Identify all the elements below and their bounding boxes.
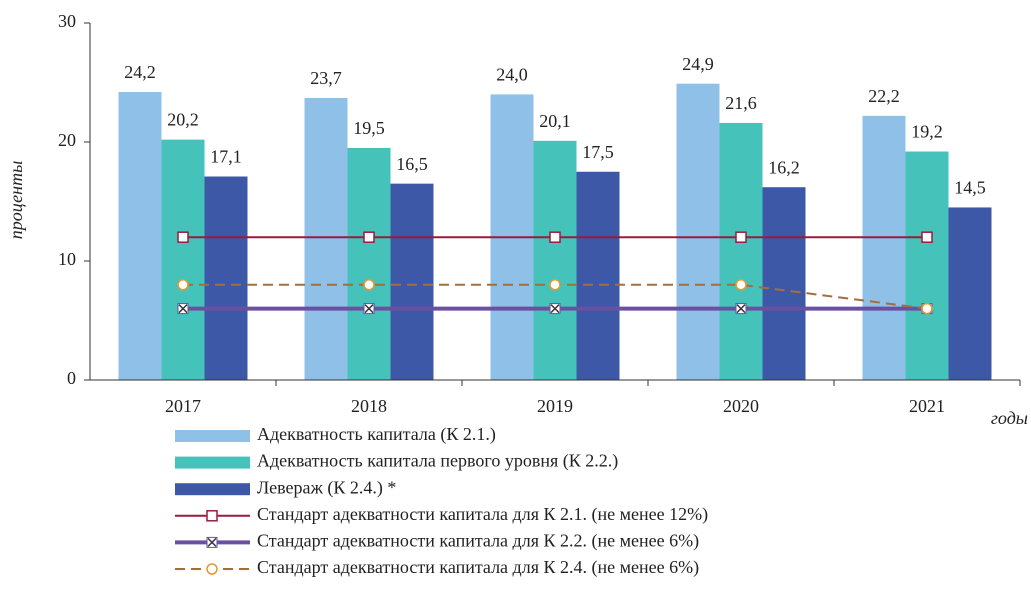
value-label: 17,1	[210, 147, 242, 167]
legend-swatch	[175, 483, 250, 496]
bar	[719, 122, 763, 381]
marker	[921, 302, 933, 315]
legend-label: Адекватность капитала (К 2.1.)	[257, 424, 496, 445]
marker	[206, 510, 218, 522]
y-tick-label: 10	[58, 249, 76, 269]
value-label: 21,6	[725, 93, 757, 113]
value-label: 14,5	[954, 178, 986, 198]
bar	[390, 183, 434, 380]
bar	[676, 83, 720, 380]
value-label: 24,2	[124, 62, 156, 82]
bar	[304, 97, 348, 380]
marker	[177, 231, 189, 243]
value-label: 19,5	[353, 118, 385, 138]
y-tick-label: 0	[67, 368, 76, 388]
marker	[735, 231, 747, 243]
bar	[347, 147, 391, 380]
marker-x	[736, 304, 746, 314]
bar	[204, 176, 248, 380]
value-label: 19,2	[911, 122, 943, 142]
bar	[533, 140, 577, 380]
value-label: 23,7	[310, 68, 342, 88]
bar	[576, 171, 620, 380]
bar	[118, 92, 162, 381]
bar	[161, 139, 205, 380]
legend-label: Стандарт адекватности капитала для К 2.1…	[257, 504, 708, 525]
y-tick-label: 20	[58, 130, 76, 150]
legend-label: Стандарт адекватности капитала для К 2.2…	[257, 531, 699, 552]
x-tick-label: 2017	[165, 396, 201, 416]
legend-label: Леверaж (К 2.4.) *	[257, 477, 396, 498]
value-label: 16,5	[396, 154, 428, 174]
x-tick-label: 2018	[351, 396, 387, 416]
x-axis-label: годы	[991, 408, 1028, 428]
value-label: 22,2	[868, 86, 900, 106]
value-label: 20,1	[539, 111, 571, 131]
marker-x	[550, 304, 560, 314]
x-tick-label: 2019	[537, 396, 573, 416]
marker	[549, 231, 561, 243]
value-label: 17,5	[582, 142, 614, 162]
legend-label: Стандарт адекватности капитала для К 2.4…	[257, 557, 699, 578]
marker	[363, 231, 375, 243]
legend-label: Адекватность капитала первого уровня (К …	[257, 451, 618, 472]
bar	[905, 151, 949, 380]
y-axis-label: проценты	[6, 161, 26, 240]
bar	[762, 187, 806, 380]
legend-swatch	[175, 430, 250, 442]
legend-swatch	[175, 456, 250, 469]
marker	[363, 279, 375, 291]
value-label: 20,2	[167, 110, 199, 130]
bar	[862, 115, 906, 380]
marker-x	[178, 304, 188, 314]
value-label: 24,0	[496, 65, 528, 85]
marker	[177, 279, 189, 291]
bar	[948, 207, 992, 380]
y-tick-label: 30	[58, 11, 76, 31]
marker	[921, 231, 933, 243]
marker	[735, 279, 747, 291]
x-tick-label: 2021	[909, 396, 945, 416]
marker	[549, 279, 561, 291]
value-label: 24,9	[682, 54, 714, 74]
marker-x	[364, 304, 374, 314]
marker	[206, 563, 218, 575]
marker-x	[207, 537, 217, 547]
x-tick-label: 2020	[723, 396, 759, 416]
value-label: 16,2	[768, 157, 800, 177]
